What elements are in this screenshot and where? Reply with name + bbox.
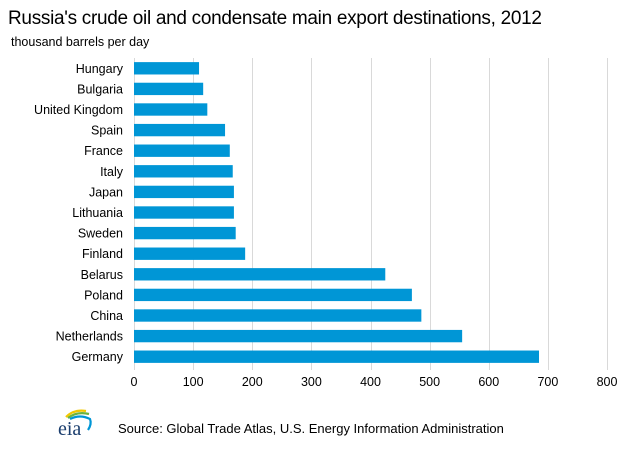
category-label: Netherlands (56, 330, 123, 344)
svg-text:eia: eia (58, 418, 81, 438)
bar-italy (134, 165, 233, 178)
chart-subtitle: thousand barrels per day (11, 35, 150, 49)
category-label: China (90, 309, 123, 323)
x-tick-label: 700 (537, 375, 558, 389)
bar-hungary (134, 62, 200, 75)
eia-logo: eia (52, 408, 96, 443)
bar-belarus (134, 268, 386, 281)
x-tick-label: 800 (597, 375, 618, 389)
category-label: Finland (82, 247, 123, 261)
bar-sweden (134, 226, 236, 240)
source-note: Source: Global Trade Atlas, U.S. Energy … (118, 421, 504, 436)
x-tick-label: 300 (301, 375, 322, 389)
bar-japan (134, 185, 234, 199)
category-label: United Kingdom (34, 103, 123, 117)
chart-title: Russia's crude oil and condensate main e… (8, 8, 542, 29)
x-tick-label: 400 (360, 375, 381, 389)
x-tick-label: 200 (242, 375, 263, 389)
category-label: Lithuania (72, 206, 123, 220)
bar-finland (134, 247, 246, 260)
bars (134, 62, 540, 363)
bar-lithuania (134, 206, 234, 219)
x-tick-label: 500 (419, 375, 440, 389)
bar-bulgaria (134, 82, 204, 96)
bar-china (134, 309, 422, 322)
category-label: Belarus (81, 268, 123, 282)
category-label: Spain (91, 124, 123, 138)
x-tick-label: 100 (183, 375, 204, 389)
category-label: Sweden (78, 227, 123, 241)
bar-france (134, 144, 230, 157)
eia-logo-icon: eia (58, 409, 92, 440)
category-label: Poland (84, 288, 123, 302)
x-tick-label: 0 (131, 375, 138, 389)
bar-germany (134, 350, 540, 363)
x-tick-labels: 0 100 200 300 400 500 600 700 800 (131, 375, 618, 389)
category-label: Italy (100, 165, 124, 179)
category-label: France (84, 144, 123, 158)
x-tick-label: 600 (478, 375, 499, 389)
bar-spain (134, 123, 226, 137)
bar-chart: Hungary Bulgaria United Kingdom Spain France… (34, 58, 618, 389)
bar-netherlands (134, 329, 463, 343)
category-label: Bulgaria (77, 82, 123, 96)
category-label: Hungary (76, 62, 124, 76)
bar-poland (134, 288, 412, 302)
category-label: Japan (89, 185, 123, 199)
category-labels: Hungary Bulgaria United Kingdom Spain France… (34, 62, 124, 364)
bar-united-kingdom (134, 103, 208, 116)
category-label: Germany (72, 350, 124, 364)
